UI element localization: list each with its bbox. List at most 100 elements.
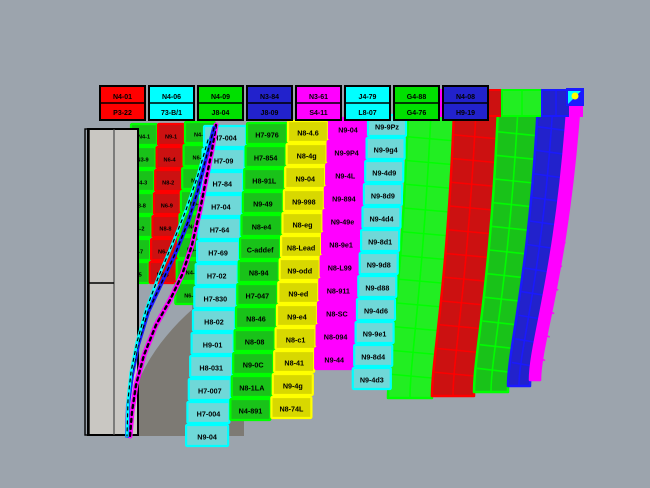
mesh-label-cell[interactable] [355, 297, 397, 322]
mesh-cell-label: N9-4d3 [360, 376, 384, 385]
mesh-cell-label: N8-Lead [287, 244, 315, 253]
mesh-cell-label: N6-9 [161, 204, 173, 210]
mesh-cell-label: N9-4d6 [364, 307, 388, 316]
top-tab-4[interactable]: N3-84 J8-09 [246, 85, 293, 121]
mesh-cell-label: N8-eg [292, 221, 312, 230]
column-green-3[interactable]: H7-976 H7-854 H8-91L N9-49 N8-e4 C-addef N8-94… [229, 121, 289, 422]
top-tab-label-lower: G4-76 [407, 110, 427, 117]
mesh-cell-label: N6-8 [184, 294, 196, 300]
mesh-cell-label: N4-1 [138, 135, 150, 141]
band-green-a-grid-row [394, 325, 440, 332]
mesh-label-cell[interactable] [361, 205, 402, 230]
mesh-cell-label: N8-3 [157, 273, 169, 279]
column-yellow[interactable]: N8-4.6 N8-4g N9-04 N9-998 N8-eg N8-Lead N9-odd… [270, 119, 330, 420]
curved-band-group[interactable] [386, 96, 582, 400]
column-cyan-1[interactable]: H7-004 H7-09 H7-84 H7-04 H7-64 H7-69 H7-02 H7-8… [185, 124, 248, 448]
mesh-label-cell[interactable] [271, 372, 314, 397]
mesh-cell-label: H7-004 [197, 410, 221, 419]
upper-blue[interactable] [541, 89, 571, 117]
band-green-b-grid-col [490, 107, 519, 393]
mesh-cell-label: N8-94 [249, 269, 269, 278]
mesh-cell-label: N9-1 [165, 135, 177, 141]
mesh-cell-label: N9-9P4 [334, 149, 358, 158]
band-magenta-edge-grid-row [550, 261, 563, 268]
mesh-label-cell[interactable] [358, 251, 399, 276]
mesh-cell-label: N6-5 [190, 202, 202, 208]
panel-left-edge [84, 128, 90, 436]
mesh-cell-label: N8-46 [246, 315, 266, 324]
top-tab-2[interactable]: N4-06 73-B/1 [148, 85, 195, 121]
band-red[interactable] [430, 109, 500, 398]
mesh-label-cell[interactable] [185, 423, 230, 448]
band-green-b-grid-row [482, 320, 519, 326]
band-red-grid-row [450, 181, 495, 188]
upper-green[interactable] [501, 89, 543, 117]
mesh-cell-label: H9-01 [203, 341, 223, 350]
mesh-cell-label: N8-9e1 [329, 241, 353, 250]
mesh-cell-label: N9-ed [288, 290, 308, 299]
band-magenta-edge[interactable] [528, 96, 582, 382]
band-magenta-edge-grid-row [534, 355, 546, 362]
mesh-cell-label: H7-02 [207, 272, 227, 281]
mesh-cell-label: N8-1LA [239, 384, 264, 393]
corner-marker-yellow [571, 92, 579, 100]
mesh-cell-label: H7-84 [212, 180, 232, 189]
mesh-label-cell[interactable] [357, 274, 398, 299]
top-tab-8[interactable]: N4-08 H9-19 [442, 85, 489, 121]
top-tab-label-upper: N3-61 [309, 94, 328, 101]
band-magenta-edge-grid-row [543, 308, 555, 315]
cyan-boundary-curve-dash [126, 139, 209, 437]
mesh-cell-label: N9-894 [332, 195, 356, 204]
mesh-cell-label: N9-4g [283, 382, 303, 391]
mesh-cell-label: N9-998 [292, 198, 316, 207]
band-green-a-grid-row [392, 349, 438, 356]
mesh-cell-label: N9-04 [338, 126, 358, 135]
mesh-label-cell[interactable] [360, 228, 401, 253]
top-tab-6[interactable]: J4-79 L8-07 [344, 85, 391, 121]
mesh-cell-label: N8-8 [159, 227, 171, 233]
mesh-cell-label: N9-49 [253, 200, 273, 209]
mesh-cell-label: N8-c1 [286, 336, 306, 345]
band-magenta-edge-grid-row [559, 191, 572, 197]
mesh-cell-label: H7-976 [255, 131, 279, 140]
mesh-cell-label: N9-8d9 [371, 192, 395, 201]
top-tab-group[interactable]: N4-01 P3-22 N4-06 73-B/1 N4-09 J8-04 N3-84 J8-0… [99, 85, 489, 121]
mesh-label-cell[interactable] [353, 343, 394, 368]
top-tab-5[interactable]: N3-61 S4-11 [295, 85, 342, 121]
mesh-cell-label: N6-2 [193, 156, 205, 162]
mesh-cell-label: N8-e4 [252, 223, 272, 232]
mesh-cell-label: N9-9g4 [374, 146, 398, 155]
mesh-cell-label: N8-41 [284, 359, 304, 368]
top-tab-label-lower: L8-07 [358, 110, 376, 117]
band-green-a-grid-row [404, 183, 451, 190]
mesh-label-cell[interactable] [362, 182, 403, 207]
column-cyan-2[interactable]: N9-9Pz N9-9g4 N9-4d9 N9-8d9 N9-4d4 N9-8d1 N9-9… [351, 113, 408, 391]
top-tab-3[interactable]: N4-09 J8-04 [197, 85, 244, 121]
mesh-cell-label: N9-4d4 [369, 215, 393, 224]
mesh-cell-label: H7-64 [210, 226, 230, 235]
band-red-grid-row [437, 347, 480, 354]
top-tab-label-upper: N4-09 [211, 94, 230, 101]
top-tab-label-upper: G4-88 [407, 94, 427, 101]
top-tab-label-lower: P3-22 [113, 110, 132, 117]
top-tab-label-upper: J4-79 [359, 94, 377, 101]
mesh-label-cell[interactable] [351, 366, 392, 391]
band-blue-grid-row [527, 243, 555, 250]
mesh-label-cell[interactable] [364, 159, 405, 184]
band-blue-grid-row [524, 267, 552, 273]
top-tab-1[interactable]: N4-01 P3-22 [99, 85, 146, 121]
mesh-label-cell[interactable] [354, 320, 395, 345]
band-red-grid-row [445, 252, 490, 259]
mesh-label-cell[interactable] [365, 136, 406, 161]
top-tab-label-upper: N4-08 [456, 94, 475, 101]
mesh-cell-label: N8-911 [327, 287, 350, 296]
band-green-a-grid-row [390, 373, 435, 380]
band-red-grid-row [444, 276, 488, 283]
mesh-label-cell[interactable] [270, 395, 313, 420]
band-green-a-grid-row [398, 278, 445, 285]
mesh-cell-label: N9-d88 [365, 284, 389, 293]
top-tab-7[interactable]: G4-88 G4-76 [393, 85, 440, 121]
mesh-cell-label: H7-830 [204, 295, 228, 304]
